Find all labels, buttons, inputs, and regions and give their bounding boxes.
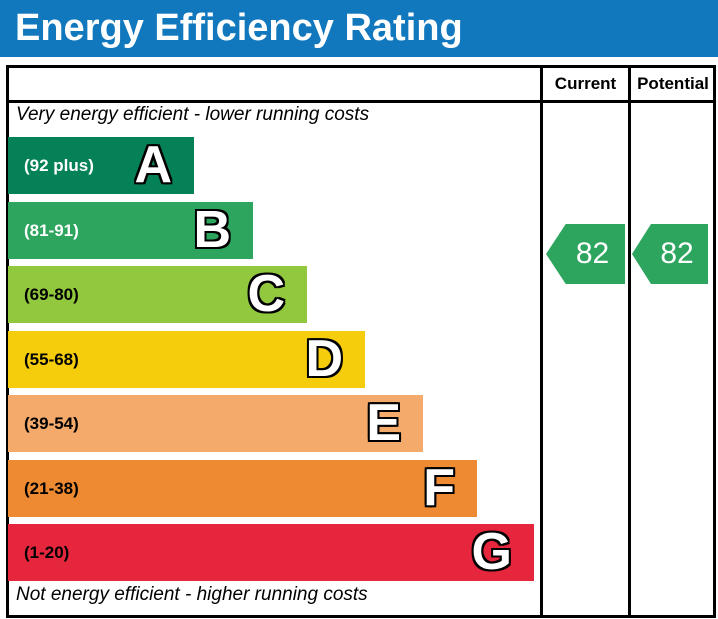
band-letter: B bbox=[193, 200, 231, 259]
current-column-divider bbox=[540, 65, 543, 618]
potential-column-divider bbox=[628, 65, 631, 618]
band-range-label: (81-91) bbox=[24, 220, 79, 240]
band-b: (81-91) B bbox=[8, 200, 253, 259]
band-d: (55-68) D bbox=[8, 329, 365, 388]
band-range-label: (1-20) bbox=[24, 543, 70, 562]
bottom-note: Not energy efficient - higher running co… bbox=[16, 584, 368, 605]
current-column-header: Current bbox=[554, 74, 617, 93]
band-range-label: (39-54) bbox=[24, 414, 79, 433]
band-letter: G bbox=[471, 523, 512, 581]
potential-rating-value: 82 bbox=[660, 237, 694, 270]
band-g: (1-20) G bbox=[8, 524, 534, 581]
current-rating-value: 82 bbox=[575, 237, 610, 270]
band-e: (39-54) E bbox=[8, 395, 423, 452]
current-rating-arrow: 82 bbox=[546, 224, 625, 284]
band-range-label: (21-38) bbox=[24, 478, 79, 498]
band-letter: E bbox=[366, 394, 401, 452]
band-range-label: (55-68) bbox=[24, 349, 79, 369]
band-range-label: (92 plus) bbox=[24, 156, 94, 175]
bands-container: (92 plus) A (81-91) B (69-80) C (55-68) D (39-54… bbox=[8, 137, 534, 581]
band-letter: C bbox=[247, 265, 285, 323]
potential-column-header: Potential bbox=[637, 74, 709, 93]
band-c: (69-80) C bbox=[8, 266, 307, 323]
band-letter: D bbox=[305, 329, 343, 388]
band-a: (92 plus) A bbox=[8, 137, 194, 194]
potential-rating-arrow: 82 bbox=[632, 224, 708, 284]
band-letter: F bbox=[423, 458, 455, 517]
band-f: (21-38) F bbox=[8, 458, 477, 517]
title-bar: Energy Efficiency Rating bbox=[0, 0, 718, 57]
header-separator bbox=[6, 100, 716, 103]
band-range-label: (69-80) bbox=[24, 285, 79, 304]
top-note: Very energy efficient - lower running co… bbox=[16, 104, 370, 125]
page-title: Energy Efficiency Rating bbox=[15, 7, 463, 49]
band-letter: A bbox=[134, 136, 172, 194]
